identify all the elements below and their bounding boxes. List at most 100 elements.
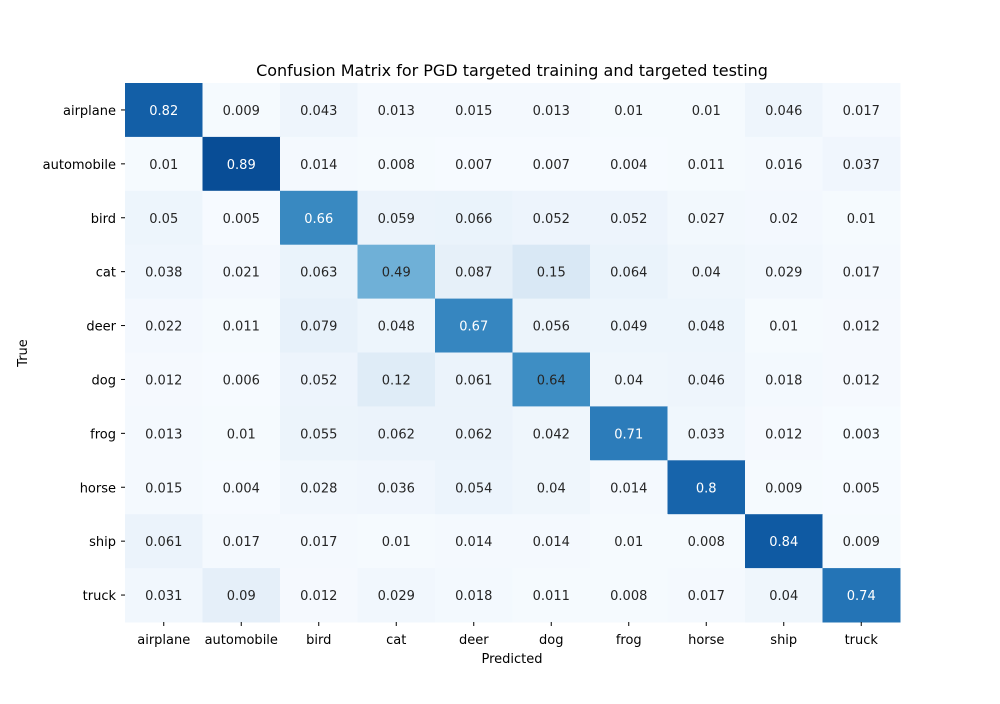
y-tick-label: cat <box>96 266 116 281</box>
cell-value-label: 0.014 <box>610 481 647 496</box>
heatmap-cell <box>202 244 281 300</box>
cell-value-label: 0.056 <box>533 320 570 335</box>
heatmap-cell <box>202 568 281 623</box>
cell-value-label: 0.004 <box>223 481 260 496</box>
heatmap-cell <box>590 190 668 246</box>
cell-value-label: 0.011 <box>223 320 260 335</box>
cell-value-label: 0.022 <box>145 320 182 335</box>
cell-value-label: 0.066 <box>455 212 492 227</box>
cell-value-label: 0.046 <box>688 373 725 388</box>
heatmap-cell <box>590 244 668 300</box>
heatmap-cell <box>745 460 823 515</box>
heatmap-cell <box>125 190 203 246</box>
cell-value-label: 0.04 <box>537 481 566 496</box>
y-tick-label: deer <box>86 320 116 335</box>
cell-value-label: 0.014 <box>533 535 570 550</box>
cell-value-label: 0.017 <box>223 535 260 550</box>
heatmap-cell <box>745 136 823 192</box>
cell-value-label: 0.046 <box>765 104 802 119</box>
cell-value-label: 0.055 <box>300 427 337 442</box>
cell-value-label: 0.01 <box>227 427 256 442</box>
heatmap-cell <box>202 136 281 192</box>
cell-value-label: 0.017 <box>843 104 880 119</box>
cell-value-label: 0.079 <box>300 320 337 335</box>
y-tick-label: truck <box>83 589 117 604</box>
chart-title: Confusion Matrix for PGD targeted traini… <box>256 61 768 80</box>
heatmap-cell <box>667 298 746 353</box>
heatmap-cell <box>435 190 513 246</box>
heatmap-cell <box>745 244 823 300</box>
heatmap-cell <box>357 352 436 407</box>
x-axis: airplane automobile bird cat deer dog frog hors… <box>137 622 878 648</box>
heatmap-cell <box>435 244 513 300</box>
heatmap-cell <box>822 136 901 192</box>
x-tick-label: truck <box>845 633 879 648</box>
cell-value-label: 0.05 <box>149 212 178 227</box>
y-tick-label: ship <box>89 535 116 550</box>
cell-value-label: 0.036 <box>378 481 415 496</box>
heatmap-cell <box>357 244 436 300</box>
cell-value-label: 0.01 <box>149 158 178 173</box>
heatmap-cell <box>590 298 668 353</box>
heatmap-cell <box>357 568 436 623</box>
heatmap-cell <box>202 83 281 138</box>
heatmap-cell <box>822 244 901 300</box>
cell-value-label: 0.015 <box>145 481 182 496</box>
cell-value-label: 0.012 <box>145 373 182 388</box>
cell-value-label: 0.007 <box>533 158 570 173</box>
heatmap-cell <box>125 136 203 192</box>
heatmap-cell <box>822 406 901 461</box>
cell-value-label: 0.64 <box>537 373 566 388</box>
cell-value-label: 0.059 <box>378 212 415 227</box>
cell-value-label: 0.049 <box>610 320 647 335</box>
heatmap-cell <box>435 83 513 138</box>
x-tick-label: cat <box>386 633 406 648</box>
cell-value-label: 0.01 <box>847 212 876 227</box>
heatmap-cell <box>280 352 358 407</box>
cell-value-label: 0.042 <box>533 427 570 442</box>
heatmap-cell <box>357 136 436 192</box>
cell-value-label: 0.012 <box>843 320 880 335</box>
cell-value-label: 0.008 <box>688 535 725 550</box>
cell-value-label: 0.04 <box>614 373 643 388</box>
heatmap-cell <box>667 568 746 623</box>
heatmap-cell <box>822 352 901 407</box>
heatmap-cell <box>280 190 358 246</box>
cell-value-label: 0.008 <box>610 589 647 604</box>
cell-value-label: 0.061 <box>455 373 492 388</box>
cell-value-label: 0.062 <box>455 427 492 442</box>
heatmap-cell <box>512 568 591 623</box>
heatmap-cell <box>667 83 746 138</box>
heatmap-cell <box>822 568 901 623</box>
heatmap-cell <box>280 244 358 300</box>
cell-value-label: 0.8 <box>696 481 717 496</box>
cell-value-label: 0.018 <box>765 373 802 388</box>
heatmap-cell <box>125 298 203 353</box>
cell-value-label: 0.015 <box>455 104 492 119</box>
heatmap-cell <box>512 514 591 569</box>
heatmap-cell <box>435 514 513 569</box>
cell-value-label: 0.013 <box>533 104 570 119</box>
heatmap-cell <box>125 514 203 569</box>
heatmap-cell <box>590 514 668 569</box>
cell-value-label: 0.009 <box>765 481 802 496</box>
cell-value-label: 0.048 <box>688 320 725 335</box>
heatmap-cell <box>357 190 436 246</box>
cell-value-label: 0.029 <box>378 589 415 604</box>
heatmap-cell <box>667 460 746 515</box>
y-tick-label: dog <box>92 373 116 388</box>
cell-value-label: 0.006 <box>223 373 260 388</box>
cell-value-label: 0.033 <box>688 427 725 442</box>
heatmap-cell <box>745 514 823 569</box>
heatmap-cell <box>435 568 513 623</box>
heatmap-cell <box>357 514 436 569</box>
heatmap-cell <box>202 406 281 461</box>
cell-value-label: 0.71 <box>614 427 643 442</box>
heatmap-cell <box>667 244 746 300</box>
cell-value-label: 0.74 <box>847 589 876 604</box>
heatmap-cell <box>745 568 823 623</box>
cell-value-label: 0.052 <box>300 373 337 388</box>
heatmap-cell <box>435 352 513 407</box>
